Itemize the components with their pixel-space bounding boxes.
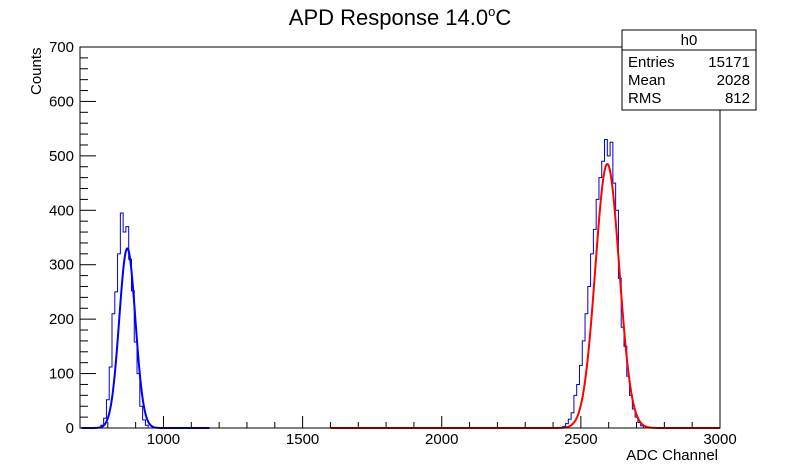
y-tick-label: 600	[49, 93, 74, 110]
x-tick-label: 1000	[147, 431, 180, 448]
histogram-bin	[607, 156, 610, 428]
histogram-bin	[602, 161, 605, 428]
x-tick-label: 3000	[703, 431, 736, 448]
stats-rms-label: RMS	[628, 90, 661, 107]
y-tick-label: 200	[49, 311, 74, 328]
axis-ticks: 0 100 200 300 400 500 600 700 1000 1500 2000 2500 30…	[49, 39, 737, 448]
plot-frame	[79, 46, 721, 429]
x-tick-label: 2500	[564, 431, 597, 448]
stats-mean-label: Mean	[628, 72, 666, 89]
y-tick-label: 300	[49, 257, 74, 274]
chart-title-unit: C	[495, 5, 511, 30]
y-tick-label: 0	[66, 420, 74, 437]
fit-curves	[81, 163, 720, 429]
y-tick-label: 400	[49, 202, 74, 219]
x-axis-label: ADC Channel	[626, 447, 718, 464]
chart-title-main: APD Response 14.0	[289, 5, 488, 30]
y-axis-label: Counts	[28, 47, 45, 95]
chart-title: APD Response 14.0oC	[289, 4, 512, 30]
x-tick-label: 2000	[425, 431, 458, 448]
stats-rms-value: 812	[725, 90, 750, 107]
y-tick-label: 100	[49, 366, 74, 383]
chart-title-degree: o	[488, 4, 495, 19]
stats-box: h0 Entries 15171 Mean 2028 RMS 812	[621, 29, 757, 111]
x-tick-label: 1500	[286, 431, 319, 448]
histogram-bin	[605, 140, 608, 428]
blue-fit	[81, 247, 210, 429]
stats-mean-value: 2028	[717, 72, 750, 89]
stats-entries-value: 15171	[708, 54, 750, 71]
y-tick-label: 700	[49, 39, 74, 56]
y-tick-label: 500	[49, 148, 74, 165]
stats-entries-label: Entries	[628, 54, 675, 71]
histogram-series	[100, 139, 644, 428]
red-fit	[330, 163, 720, 429]
stats-box-frame	[621, 29, 757, 111]
histogram-outline	[100, 139, 644, 428]
stats-box-title: h0	[681, 32, 698, 49]
